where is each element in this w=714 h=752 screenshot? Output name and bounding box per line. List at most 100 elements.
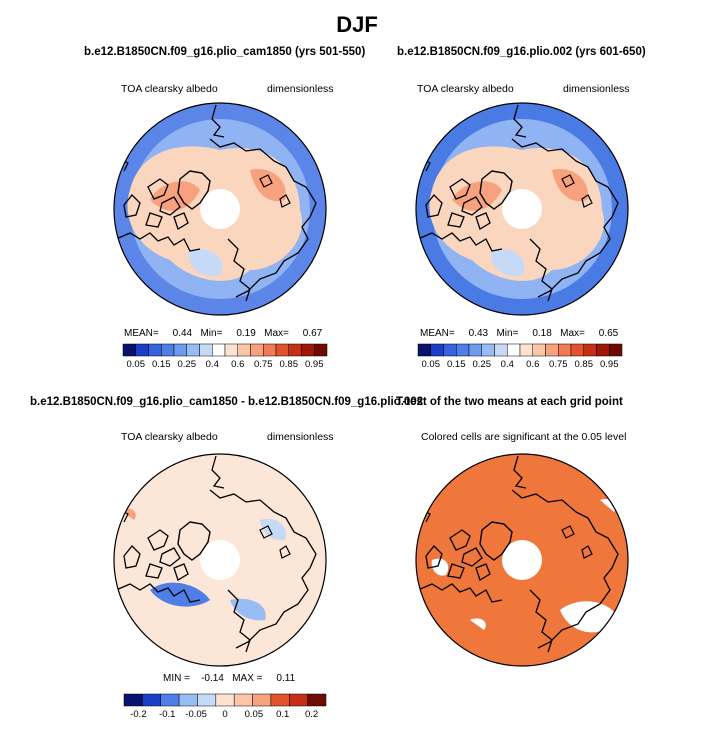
panel-3-colorbar-tick-label: 0 [222, 709, 227, 720]
panel-2-min-label: Min= [496, 328, 519, 339]
panel-3-colorbar-swatch [233, 693, 253, 707]
panel-2-colorbar-swatch [468, 343, 482, 357]
panel-2-colorbar-swatch [545, 343, 559, 357]
panel-2-colorbar-tick-label: 0.95 [600, 359, 619, 370]
panel-2-max-label: Max= [560, 328, 585, 339]
panel-3-stats: MIN = -0.14 MAX = 0.11 [163, 673, 295, 684]
panel-1-units-label: dimensionless [267, 83, 334, 95]
panel-3-colorbar-swatch [252, 693, 272, 707]
panel-2-colorbar-swatch [443, 343, 457, 357]
panel-3-map [113, 453, 327, 667]
panel-2-mean-value: 0.43 [468, 328, 489, 339]
panel-3-colorbar-swatch [307, 693, 327, 707]
panel-1-min-label: Min= [200, 328, 223, 339]
panel-1-colorbar-tick-label: 0.05 [127, 359, 146, 370]
panel-1-variable-label: TOA clearsky albedo [121, 83, 218, 95]
panel-3-colorbar-tick-label: -0.2 [130, 709, 146, 720]
panel-1-colorbar-swatch [275, 343, 289, 357]
panel-2-colorbar-swatch [481, 343, 495, 357]
panel-3-colorbar-swatch [142, 693, 161, 707]
panel-3-colorbar-tick-label: -0.1 [159, 709, 175, 720]
panel-4-note-label: Colored cells are significant at the 0.0… [421, 431, 627, 443]
panel-2-colorbar-swatch [456, 343, 470, 357]
panel-3-variable-label: TOA clearsky albedo [121, 431, 218, 443]
panel-2-title: b.e12.B1850CN.f09_g16.plio.002 (yrs 601-… [397, 46, 646, 58]
panel-2-colorbar-swatch [417, 343, 431, 357]
panel-2-colorbar-swatch [532, 343, 546, 357]
panel-2-colorbar-tick-label: 0.15 [447, 359, 466, 370]
panel-2-stats: MEAN= 0.43 Min= 0.18 Max= 0.65 [420, 328, 618, 339]
panel-1-colorbar-swatch [199, 343, 213, 357]
panel-1-colorbar-swatch [237, 343, 251, 357]
panel-1-colorbar-tick-label: 0.95 [305, 359, 324, 370]
panel-3-min-label: MIN = [163, 673, 190, 684]
panel-1-colorbar-swatch [212, 343, 226, 357]
panel-1-colorbar-tick-label: 0.6 [231, 359, 244, 370]
panel-1-colorbar-swatch [148, 343, 162, 357]
panel-3-colorbar-swatch [178, 693, 198, 707]
panel-4-map [415, 453, 629, 667]
panel-3-colorbar-swatch [123, 693, 143, 707]
panel-2-mean-label: MEAN= [420, 328, 455, 339]
panel-1-colorbar-tick-label: 0.75 [254, 359, 273, 370]
panel-3-colorbar-tick-label: 0.2 [305, 709, 318, 720]
panel-1-colorbar-swatch [250, 343, 264, 357]
panel-2-colorbar-swatch [558, 343, 572, 357]
panel-3-colorbar: -0.2 -0.1 -0.05 0 0.05 0.1 0.2 [123, 693, 327, 720]
panel-3-min-value: -0.14 [201, 673, 224, 684]
panel-1-max-label: Max= [264, 328, 289, 339]
panel-2-colorbar-swatch [609, 343, 623, 357]
panel-3-colorbar-swatch [160, 693, 180, 707]
panel-1-min-value: 0.19 [236, 328, 256, 339]
panel-1-colorbar-tick-label: 0.85 [280, 359, 299, 370]
panel-3-colorbar-swatch [270, 693, 290, 707]
panel-3-colorbar-swatch [289, 693, 308, 707]
panel-1-colorbar-swatch [122, 343, 136, 357]
panel-1-mean-label: MEAN= [124, 328, 159, 339]
panel-1-colorbar-swatch [288, 343, 302, 357]
panel-1-max-value: 0.67 [302, 328, 323, 339]
panel-1-colorbar-swatch [186, 343, 200, 357]
panel-2-units-label: dimensionless [563, 83, 630, 95]
panel-2-colorbar-tick-label: 0.25 [473, 359, 492, 370]
panel-3-colorbar-tick-label: -0.05 [185, 709, 207, 720]
panel-3-colorbar-tick-label: 0.1 [276, 709, 289, 720]
panel-2-colorbar-tick-label: 0.4 [501, 359, 514, 370]
panel-2-colorbar-tick-label: 0.75 [549, 359, 568, 370]
panel-3-colorbar-swatch [215, 693, 235, 707]
panel-2-colorbar-swatch [570, 343, 584, 357]
panel-3-title: b.e12.B1850CN.f09_g16.plio_cam1850 - b.e… [30, 396, 424, 408]
figure-title: DJF [336, 12, 378, 37]
panel-1-colorbar-swatch [314, 343, 328, 357]
panel-2-colorbar-tick-label: 0.05 [422, 359, 441, 370]
panel-1-colorbar-tick-label: 0.25 [178, 359, 197, 370]
panel-1-colorbar-swatch [263, 343, 277, 357]
panel-3-colorbar-tick-label: 0.05 [245, 709, 264, 720]
panel-3-colorbar-swatch [197, 693, 217, 707]
panel-3-max-value: 0.11 [276, 673, 296, 684]
panel-1-colorbar-swatch [161, 343, 175, 357]
panel-1-stats: MEAN= 0.44 Min= 0.19 Max= 0.67 [124, 328, 322, 339]
panel-1-title: b.e12.B1850CN.f09_g16.plio_cam1850 (yrs … [84, 46, 366, 58]
panel-1-map [113, 102, 327, 316]
panel-1-colorbar-swatch [173, 343, 187, 357]
panel-1-mean-value: 0.44 [172, 328, 193, 339]
panel-1-colorbar-tick-label: 0.4 [206, 359, 219, 370]
panel-2-max-value: 0.65 [598, 328, 619, 339]
panel-2-colorbar: 0.05 0.15 0.25 0.4 0.6 0.75 0.85 0.95 [417, 343, 623, 370]
panel-2-variable-label: TOA clearsky albedo [417, 83, 514, 95]
panel-1-colorbar: 0.05 0.15 0.25 0.4 0.6 0.75 0.85 0.95 [122, 343, 328, 370]
panel-3-max-label: MAX = [232, 673, 263, 684]
panel-2-min-value: 0.18 [532, 328, 552, 339]
panel-2-colorbar-tick-label: 0.6 [526, 359, 539, 370]
panel-2-colorbar-swatch [596, 343, 610, 357]
panel-2-colorbar-swatch [430, 343, 444, 357]
panel-1-colorbar-swatch [224, 343, 238, 357]
panel-3-units-label: dimensionless [267, 431, 334, 443]
panel-2-colorbar-tick-label: 0.85 [575, 359, 594, 370]
panel-1-colorbar-tick-label: 0.15 [152, 359, 171, 370]
panel-1-colorbar-swatch [135, 343, 149, 357]
panel-4-title: T-test of the two means at each grid poi… [396, 396, 623, 408]
panel-2-colorbar-swatch [507, 343, 521, 357]
